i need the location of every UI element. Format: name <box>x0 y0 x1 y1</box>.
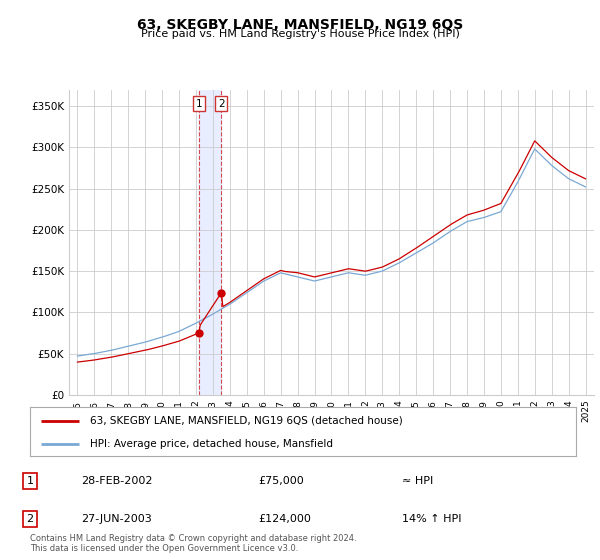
Text: 28-FEB-2002: 28-FEB-2002 <box>81 476 152 486</box>
Text: ≈ HPI: ≈ HPI <box>402 476 433 486</box>
Text: 14% ↑ HPI: 14% ↑ HPI <box>402 514 461 524</box>
Text: 63, SKEGBY LANE, MANSFIELD, NG19 6QS (detached house): 63, SKEGBY LANE, MANSFIELD, NG19 6QS (de… <box>90 416 403 426</box>
Text: HPI: Average price, detached house, Mansfield: HPI: Average price, detached house, Mans… <box>90 439 333 449</box>
Text: 1: 1 <box>196 99 202 109</box>
Bar <box>199 90 221 395</box>
Text: Price paid vs. HM Land Registry's House Price Index (HPI): Price paid vs. HM Land Registry's House … <box>140 29 460 39</box>
Text: Contains HM Land Registry data © Crown copyright and database right 2024.
This d: Contains HM Land Registry data © Crown c… <box>30 534 356 553</box>
Text: 2: 2 <box>218 99 224 109</box>
Text: 1: 1 <box>26 476 34 486</box>
Text: £75,000: £75,000 <box>258 476 304 486</box>
Text: 27-JUN-2003: 27-JUN-2003 <box>81 514 152 524</box>
Text: 2: 2 <box>26 514 34 524</box>
Text: £124,000: £124,000 <box>258 514 311 524</box>
Text: 63, SKEGBY LANE, MANSFIELD, NG19 6QS: 63, SKEGBY LANE, MANSFIELD, NG19 6QS <box>137 18 463 32</box>
